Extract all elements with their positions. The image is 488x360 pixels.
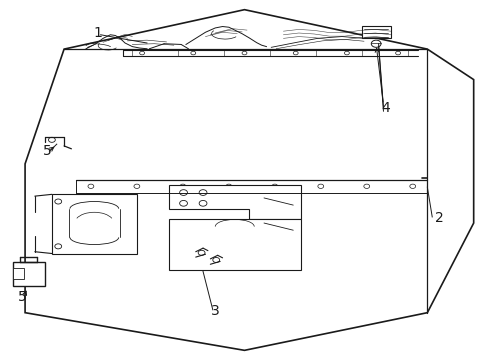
Polygon shape (168, 185, 300, 220)
Text: 1: 1 (94, 26, 102, 40)
Polygon shape (13, 262, 44, 286)
Text: 4: 4 (381, 101, 389, 115)
Text: 2: 2 (434, 211, 443, 225)
Polygon shape (168, 220, 300, 270)
Text: 5: 5 (42, 144, 51, 158)
Polygon shape (361, 26, 390, 39)
Text: 5: 5 (18, 289, 27, 303)
Polygon shape (13, 268, 23, 279)
Polygon shape (52, 194, 137, 253)
Text: 3: 3 (210, 304, 219, 318)
